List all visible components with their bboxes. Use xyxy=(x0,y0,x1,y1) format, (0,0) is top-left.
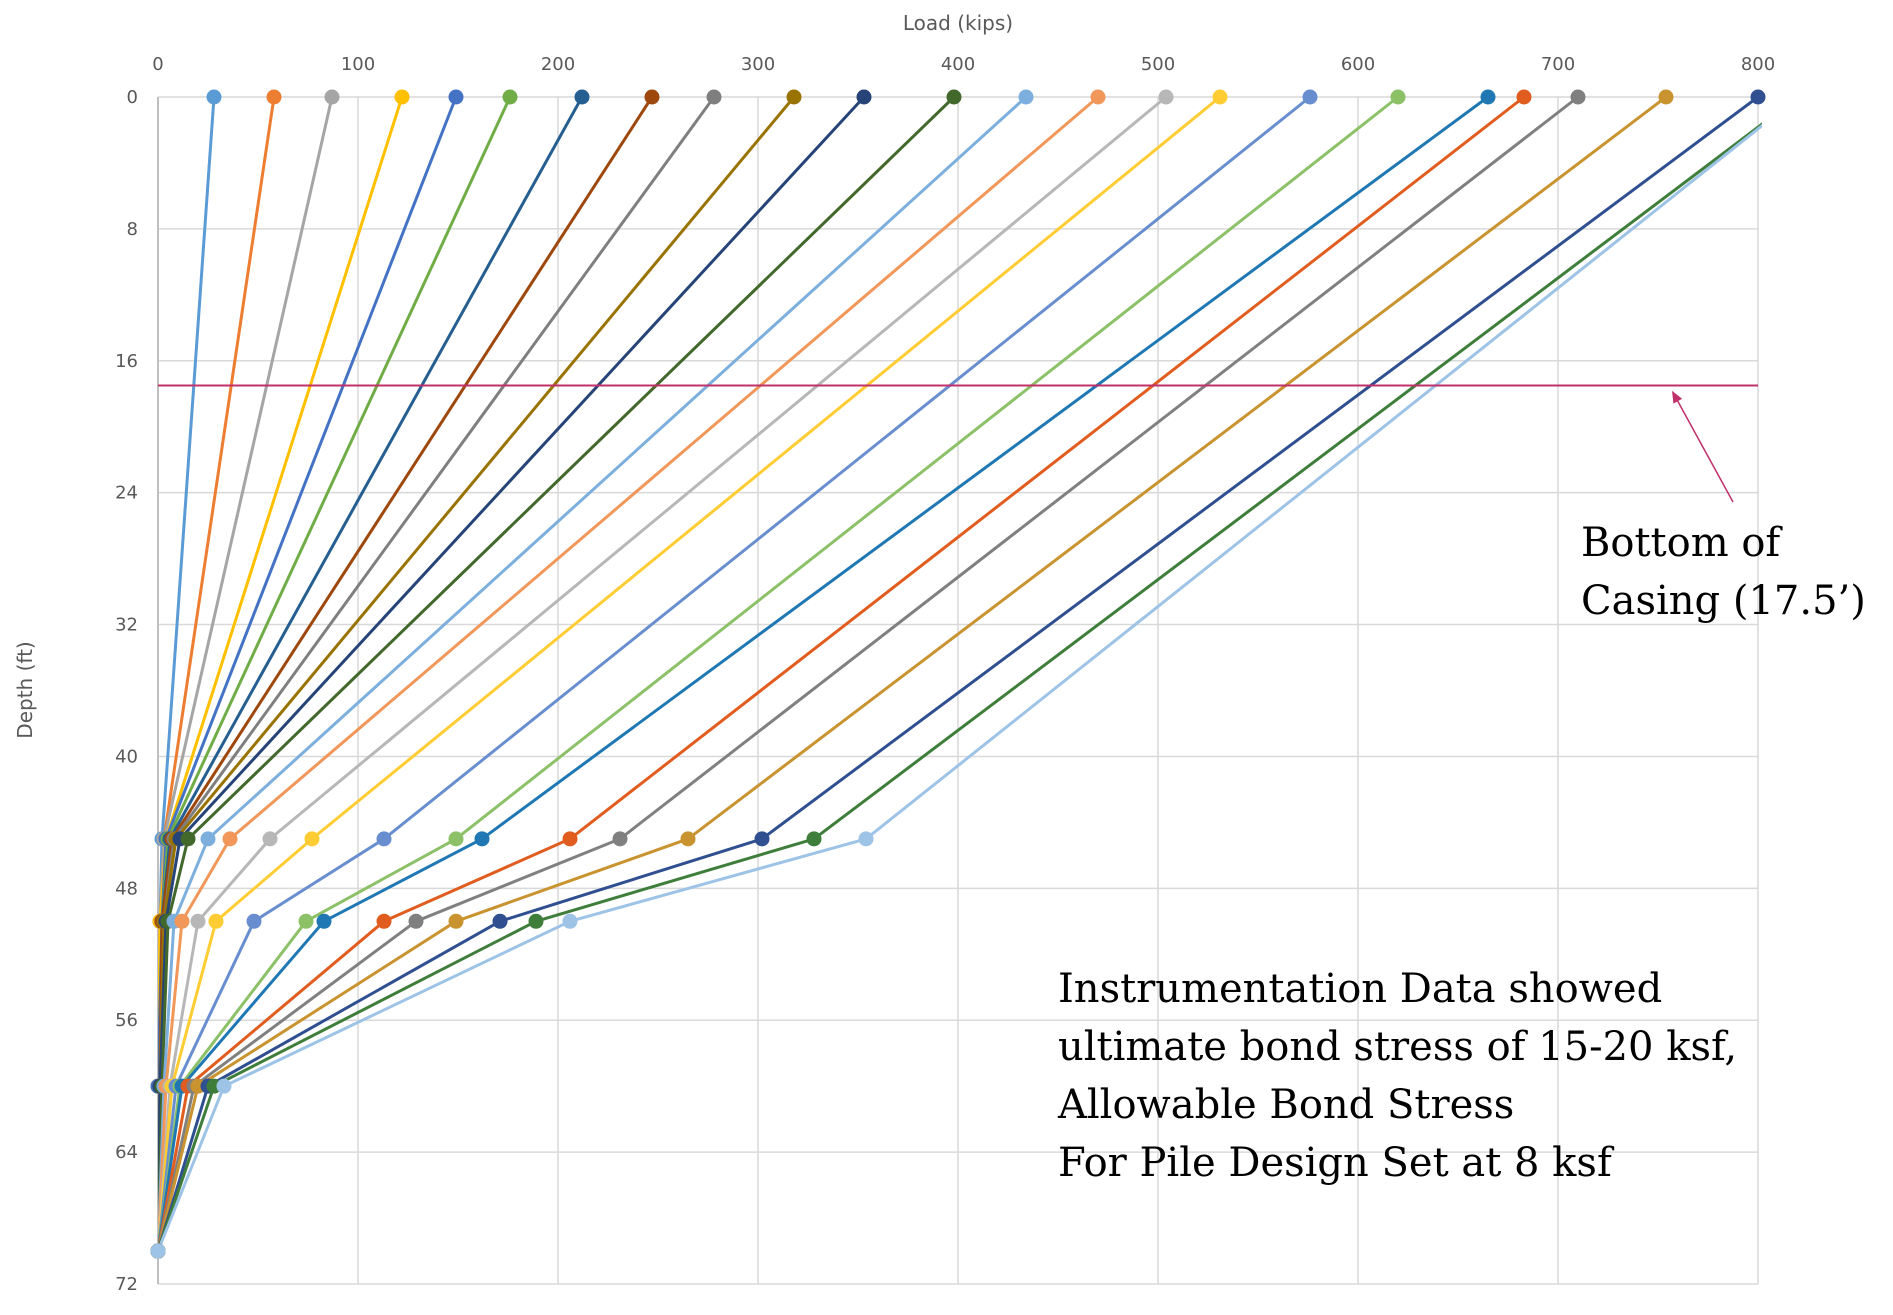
instrumentation-note: Instrumentation Data showed ultimate bond… xyxy=(1057,966,1737,1186)
annotation-arrow xyxy=(1672,390,1734,503)
series-line-21 xyxy=(158,95,1579,1252)
x-tick-label: 400 xyxy=(941,54,975,75)
series-line-15 xyxy=(158,95,1167,1252)
series-point xyxy=(448,831,464,847)
series-point xyxy=(180,831,196,847)
series-point xyxy=(376,831,392,847)
series-point xyxy=(216,1078,232,1094)
series-point xyxy=(316,913,332,929)
series-point xyxy=(208,913,224,929)
y-tick-label: 16 xyxy=(115,351,138,372)
y-tick-label: 72 xyxy=(115,1274,138,1295)
series-point xyxy=(1750,89,1766,105)
series-lines xyxy=(158,95,1762,1252)
gridlines xyxy=(157,96,1759,1285)
series-point xyxy=(502,89,518,105)
text-line: Allowable Bond Stress xyxy=(1057,1082,1514,1128)
series-point xyxy=(1302,89,1318,105)
series-point xyxy=(448,913,464,929)
series-point xyxy=(1480,89,1496,105)
x-tick-label: 300 xyxy=(741,54,775,75)
series-point xyxy=(1018,89,1034,105)
y-tick-label: 56 xyxy=(115,1010,138,1031)
casing-annotation: Bottom of Casing (17.5’) xyxy=(1581,520,1866,624)
series-point xyxy=(1158,89,1174,105)
series-point xyxy=(574,89,590,105)
series-point xyxy=(644,89,660,105)
series-points xyxy=(150,89,1766,1259)
series-point xyxy=(1658,89,1674,105)
series-line-20 xyxy=(158,95,1525,1252)
y-tick-label: 48 xyxy=(115,878,138,899)
text-line: ultimate bond stress of 15-20 ksf, xyxy=(1058,1024,1737,1070)
series-point xyxy=(222,831,238,847)
x-tick-label: 700 xyxy=(1541,54,1575,75)
series-point xyxy=(298,913,314,929)
y-tick-labels: 0 8 16 24 32 40 48 56 64 72 xyxy=(115,87,138,1295)
y-tick-label: 64 xyxy=(115,1142,138,1163)
x-tick-labels: 0 100 200 300 400 500 600 700 800 xyxy=(152,54,1775,75)
series-line-24 xyxy=(158,122,1762,1252)
series-point xyxy=(1090,89,1106,105)
series-point xyxy=(474,831,490,847)
series-point xyxy=(246,913,262,929)
series-point xyxy=(408,913,424,929)
text-line: Casing (17.5’) xyxy=(1581,578,1866,624)
series-point xyxy=(806,831,822,847)
series-line-25 xyxy=(158,123,1762,1252)
series-point xyxy=(754,831,770,847)
series-point xyxy=(1212,89,1228,105)
series-point xyxy=(946,89,962,105)
x-tick-label: 0 xyxy=(152,54,163,75)
series-point xyxy=(856,89,872,105)
y-tick-label: 32 xyxy=(115,615,138,636)
x-tick-label: 100 xyxy=(341,54,375,75)
y-axis-title: Depth (ft) xyxy=(13,641,37,738)
y-tick-label: 40 xyxy=(115,746,138,767)
text-line: For Pile Design Set at 8 ksf xyxy=(1058,1140,1615,1186)
series-point xyxy=(528,913,544,929)
series-point xyxy=(376,913,392,929)
series-point xyxy=(1516,89,1532,105)
series-point xyxy=(1390,89,1406,105)
y-tick-label: 24 xyxy=(115,483,138,504)
series-line-18 xyxy=(158,95,1399,1252)
series-line-16 xyxy=(158,95,1221,1252)
series-point xyxy=(394,89,410,105)
series-point xyxy=(858,831,874,847)
x-tick-label: 800 xyxy=(1741,54,1775,75)
series-line-22 xyxy=(158,95,1667,1252)
x-tick-label: 500 xyxy=(1141,54,1175,75)
y-tick-label: 8 xyxy=(127,219,138,240)
series-point xyxy=(562,831,578,847)
series-point xyxy=(174,913,190,929)
series-point xyxy=(448,89,464,105)
series-point xyxy=(706,89,722,105)
series-point xyxy=(262,831,278,847)
text-line: Bottom of xyxy=(1581,520,1783,566)
text-line: Instrumentation Data showed xyxy=(1058,966,1662,1012)
series-point xyxy=(190,913,206,929)
x-tick-label: 200 xyxy=(541,54,575,75)
y-tick-label: 0 xyxy=(127,87,138,108)
x-tick-label: 600 xyxy=(1341,54,1375,75)
series-point xyxy=(612,831,628,847)
series-point xyxy=(562,913,578,929)
series-point xyxy=(206,89,222,105)
series-point xyxy=(1570,89,1586,105)
series-point xyxy=(492,913,508,929)
series-point xyxy=(786,89,802,105)
x-axis-title: Load (kips) xyxy=(903,11,1013,35)
series-point xyxy=(150,1243,166,1259)
series-point xyxy=(680,831,696,847)
series-point xyxy=(304,831,320,847)
series-point xyxy=(200,831,216,847)
series-line-10 xyxy=(158,96,796,1252)
series-point xyxy=(266,89,282,105)
series-point xyxy=(324,89,340,105)
